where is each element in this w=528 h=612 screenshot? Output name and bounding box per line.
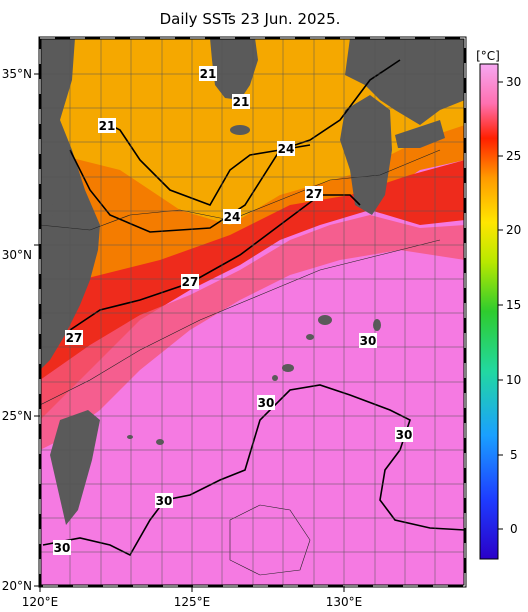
svg-text:24: 24 — [224, 210, 241, 224]
lon-tick-label: 125°E — [174, 595, 211, 609]
lon-tick-label: 120°E — [22, 595, 59, 609]
colorbar-tick: 20 — [506, 223, 521, 237]
lat-tick-label: 35°N — [2, 67, 32, 81]
colorbar-tick: 5 — [510, 448, 518, 462]
svg-text:24: 24 — [278, 142, 295, 156]
colorbar-tick: 25 — [506, 149, 521, 163]
contour-label: 30 — [257, 395, 275, 410]
map-title: Daily SSTs 23 Jun. 2025. — [159, 10, 341, 28]
colorbar-tick: 30 — [506, 75, 521, 89]
map-frame-checker — [39, 37, 466, 587]
svg-text:30: 30 — [54, 541, 71, 555]
lon-tick-label: 130°E — [326, 595, 363, 609]
svg-text:27: 27 — [306, 187, 323, 201]
colorbar-tick: 15 — [506, 298, 521, 312]
contour-label: 24 — [223, 209, 241, 224]
contour-label: 21 — [232, 94, 250, 109]
lat-tick-label: 25°N — [2, 409, 32, 423]
contour-labels: 21 21 21 24 24 27 27 27 30 30 30 30 30 — [53, 66, 413, 555]
contour-label: 24 — [277, 141, 295, 156]
sst-field — [40, 38, 465, 586]
svg-text:27: 27 — [182, 275, 199, 289]
graticule — [40, 38, 465, 586]
contour-label: 30 — [359, 333, 377, 348]
colorbar-tick: 0 — [510, 522, 518, 536]
contour-label: 30 — [53, 540, 71, 555]
color-bar: [°C] 30 25 20 15 10 5 0 — [476, 49, 521, 560]
contour-label: 27 — [65, 330, 83, 345]
svg-text:30: 30 — [258, 396, 275, 410]
colorbar-unit: [°C] — [476, 49, 500, 63]
contour-label: 21 — [199, 66, 217, 81]
contour-label: 30 — [395, 427, 413, 442]
contour-label: 30 — [155, 493, 173, 508]
svg-text:21: 21 — [200, 67, 217, 81]
contour-label: 21 — [98, 118, 116, 133]
colorbar-tick: 10 — [506, 373, 521, 387]
svg-text:30: 30 — [156, 494, 173, 508]
svg-text:21: 21 — [99, 119, 116, 133]
longitude-ticks: 120°E 125°E 130°E — [22, 586, 363, 609]
svg-text:21: 21 — [233, 95, 250, 109]
lat-tick-label: 20°N — [2, 579, 32, 593]
svg-text:30: 30 — [396, 428, 413, 442]
lat-tick-label: 30°N — [2, 248, 32, 262]
contour-label: 27 — [305, 186, 323, 201]
svg-text:30: 30 — [360, 334, 377, 348]
svg-text:27: 27 — [66, 331, 83, 345]
latitude-ticks: 20°N 25°N 30°N 35°N — [2, 67, 40, 593]
contour-label: 27 — [181, 274, 199, 289]
